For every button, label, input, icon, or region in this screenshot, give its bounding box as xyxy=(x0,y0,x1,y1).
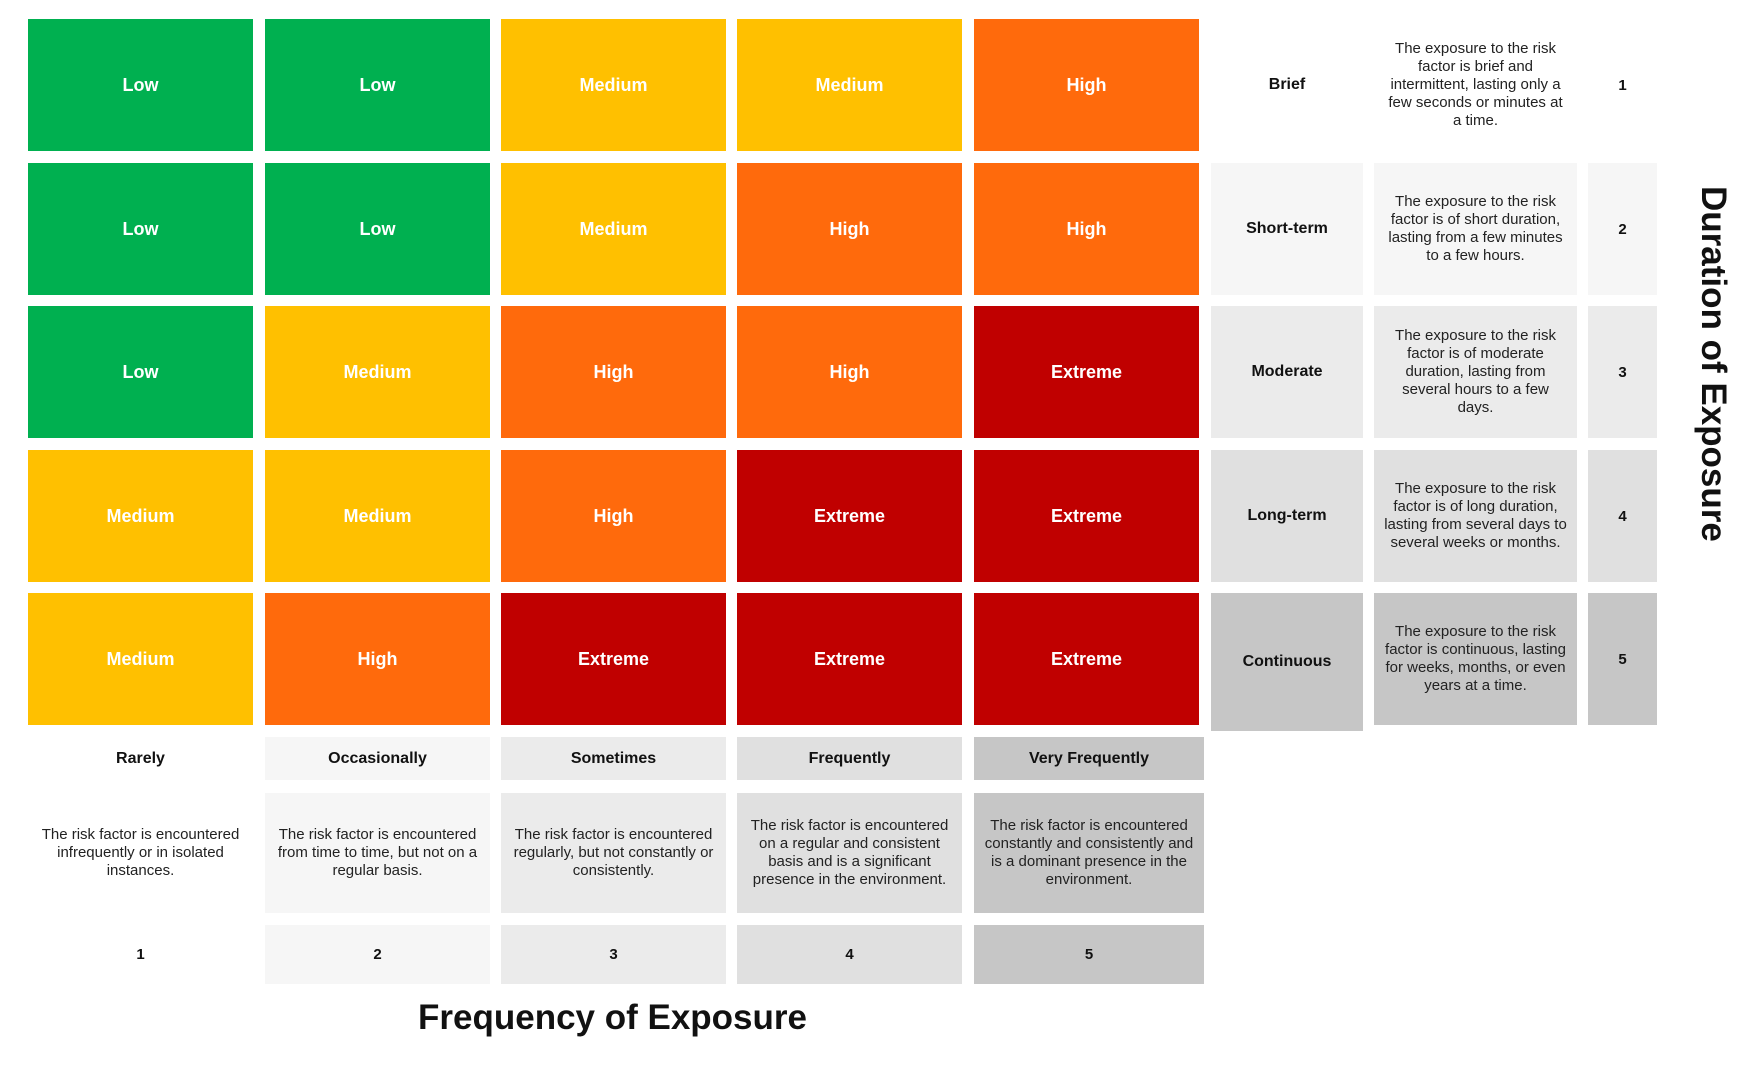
duration-label: Continuous xyxy=(1211,593,1363,731)
duration-number: 3 xyxy=(1588,306,1657,438)
risk-cell-high: High xyxy=(265,593,490,725)
risk-cell-extreme: Extreme xyxy=(974,593,1199,725)
risk-cell-low: Low xyxy=(28,163,253,295)
risk-cell-low: Low xyxy=(265,19,490,151)
frequency-number: 4 xyxy=(737,925,962,984)
duration-number: 5 xyxy=(1588,593,1657,725)
frequency-label: Rarely xyxy=(28,737,253,780)
duration-label: Long-term xyxy=(1211,450,1363,582)
risk-cell-medium: Medium xyxy=(265,306,490,438)
frequency-description: The risk factor is encountered infrequen… xyxy=(28,793,253,913)
risk-cell-extreme: Extreme xyxy=(737,593,962,725)
risk-cell-medium: Medium xyxy=(28,450,253,582)
risk-cell-medium: Medium xyxy=(737,19,962,151)
frequency-number: 3 xyxy=(501,925,726,984)
duration-description: The exposure to the risk factor is brief… xyxy=(1374,19,1577,151)
risk-cell-high: High xyxy=(501,306,726,438)
duration-label: Brief xyxy=(1211,19,1363,151)
frequency-number: 2 xyxy=(265,925,490,984)
frequency-number: 5 xyxy=(974,925,1204,984)
risk-cell-high: High xyxy=(974,163,1199,295)
duration-number: 2 xyxy=(1588,163,1657,295)
duration-description: The exposure to the risk factor is conti… xyxy=(1374,593,1577,725)
frequency-label: Frequently xyxy=(737,737,962,780)
risk-cell-extreme: Extreme xyxy=(737,450,962,582)
duration-axis-title: Duration of Exposure xyxy=(1694,186,1733,542)
frequency-number: 1 xyxy=(28,925,253,984)
frequency-label: Sometimes xyxy=(501,737,726,780)
duration-number: 4 xyxy=(1588,450,1657,582)
duration-label: Moderate xyxy=(1211,306,1363,438)
frequency-label: Occasionally xyxy=(265,737,490,780)
frequency-label: Very Frequently xyxy=(974,737,1204,780)
risk-cell-high: High xyxy=(501,450,726,582)
risk-cell-high: High xyxy=(974,19,1199,151)
duration-label: Short-term xyxy=(1211,163,1363,295)
risk-cell-medium: Medium xyxy=(265,450,490,582)
frequency-axis-title: Frequency of Exposure xyxy=(418,998,807,1037)
risk-cell-medium: Medium xyxy=(501,19,726,151)
frequency-description: The risk factor is encountered from time… xyxy=(265,793,490,913)
frequency-description: The risk factor is encountered on a regu… xyxy=(737,793,962,913)
risk-cell-extreme: Extreme xyxy=(974,306,1199,438)
duration-description: The exposure to the risk factor is of lo… xyxy=(1374,450,1577,582)
frequency-description: The risk factor is encountered constantl… xyxy=(974,793,1204,913)
risk-cell-medium: Medium xyxy=(28,593,253,725)
frequency-description: The risk factor is encountered regularly… xyxy=(501,793,726,913)
duration-description: The exposure to the risk factor is of sh… xyxy=(1374,163,1577,295)
duration-description: The exposure to the risk factor is of mo… xyxy=(1374,306,1577,438)
risk-cell-high: High xyxy=(737,306,962,438)
risk-cell-extreme: Extreme xyxy=(501,593,726,725)
risk-cell-extreme: Extreme xyxy=(974,450,1199,582)
duration-number: 1 xyxy=(1588,19,1657,151)
risk-cell-medium: Medium xyxy=(501,163,726,295)
risk-cell-low: Low xyxy=(28,19,253,151)
risk-cell-high: High xyxy=(737,163,962,295)
risk-cell-low: Low xyxy=(265,163,490,295)
risk-cell-low: Low xyxy=(28,306,253,438)
